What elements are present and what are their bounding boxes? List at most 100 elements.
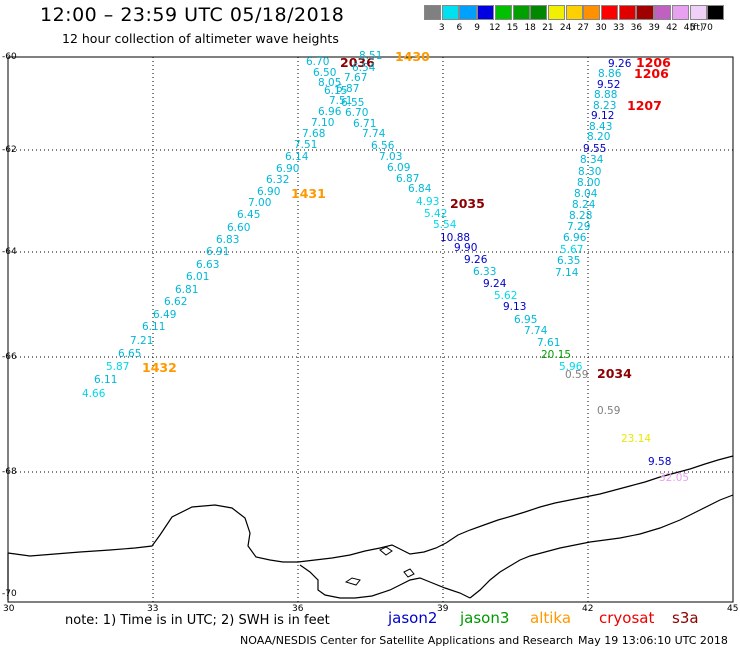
wave-height-value: 9.26 bbox=[464, 254, 488, 266]
wave-height-value: 9.12 bbox=[591, 110, 615, 122]
satellite-jason3: jason3 bbox=[460, 609, 510, 627]
lon-label: 39 bbox=[437, 604, 449, 614]
wave-height-value: 6.15 bbox=[324, 85, 348, 97]
wave-height-value: 7.14 bbox=[555, 267, 579, 279]
wave-height-value: 7.51 bbox=[294, 139, 318, 151]
legend-swatch bbox=[671, 5, 689, 20]
page-subtitle: 12 hour collection of altimeter wave hei… bbox=[62, 31, 339, 46]
legend-swatch bbox=[441, 5, 459, 20]
wave-height-value: 6.95 bbox=[514, 314, 538, 326]
legend-number: 39 bbox=[648, 23, 660, 33]
wave-height-value: 5.67 bbox=[560, 244, 584, 256]
pass-time-label: 2034 bbox=[597, 366, 632, 381]
wave-height-value: 6.91 bbox=[206, 246, 230, 258]
wave-height-value: 6.35 bbox=[557, 255, 581, 267]
lon-label: 30 bbox=[3, 604, 15, 614]
island-3 bbox=[403, 568, 415, 578]
wave-height-value: 6.96 bbox=[563, 232, 587, 244]
wave-height-value: 8.43 bbox=[589, 121, 613, 133]
coastline-east bbox=[469, 494, 734, 599]
lat-label: -68 bbox=[2, 467, 17, 477]
wave-height-value: 9.55 bbox=[583, 143, 607, 155]
wave-height-value: 6.96 bbox=[318, 106, 342, 118]
wave-height-value: 6.63 bbox=[196, 259, 220, 271]
wave-height-value: 20.15 bbox=[541, 349, 572, 361]
wave-height-value: 6.50 bbox=[313, 67, 337, 79]
wave-height-value: 6.62 bbox=[164, 296, 188, 308]
legend-swatch bbox=[424, 5, 442, 20]
wave-height-value: 6.32 bbox=[266, 174, 290, 186]
pass-time-label: 2035 bbox=[450, 196, 485, 211]
satellite-jason2: jason2 bbox=[388, 609, 438, 627]
map-frame bbox=[7, 56, 734, 603]
satellite-s3a: s3a bbox=[672, 609, 699, 627]
wave-height-value: 8.34 bbox=[580, 154, 604, 166]
legend-swatch bbox=[618, 5, 636, 20]
wave-height-value: 8.00 bbox=[577, 177, 601, 189]
wave-height-value: 5.54 bbox=[433, 219, 457, 231]
wave-height-value: 5.42 bbox=[424, 208, 448, 220]
pass-time-label: 1431 bbox=[291, 186, 326, 201]
wave-height-value: 6.81 bbox=[175, 284, 199, 296]
legend-number: 3 bbox=[438, 23, 445, 33]
coastline-bay bbox=[7, 553, 471, 600]
wave-height-value: 6.33 bbox=[473, 266, 497, 278]
wave-height-value: 8.30 bbox=[578, 166, 602, 178]
wave-height-value: 8.20 bbox=[587, 131, 611, 143]
wave-height-value: 5.62 bbox=[494, 290, 518, 302]
wave-height-value: 8.04 bbox=[574, 188, 598, 200]
legend-swatch bbox=[530, 5, 548, 20]
lat-label: -70 bbox=[2, 589, 17, 599]
wave-height-value: 9.52 bbox=[597, 79, 621, 91]
wave-height-value: 32.05 bbox=[659, 472, 690, 484]
wave-height-value: 6.71 bbox=[353, 118, 377, 130]
legend-swatch bbox=[689, 5, 707, 20]
wave-height-value: 7.10 bbox=[311, 117, 335, 129]
wave-height-value: 0.59 bbox=[565, 369, 589, 381]
legend-number: 15 bbox=[506, 23, 519, 33]
graticule bbox=[8, 57, 733, 602]
legend-swatch bbox=[459, 5, 477, 20]
legend-number: 21 bbox=[542, 23, 554, 33]
wave-height-value: 7.68 bbox=[302, 128, 326, 140]
lat-label: -62 bbox=[2, 145, 17, 155]
legend-number: 45 bbox=[683, 23, 696, 33]
wave-height-value: 6.87 bbox=[336, 83, 360, 95]
wave-height-value: 23.14 bbox=[621, 433, 652, 445]
wave-height-value: 7.03 bbox=[379, 151, 403, 163]
pass-time-label: 2036 bbox=[340, 55, 375, 70]
pass-time-label: 1430 bbox=[395, 49, 430, 64]
wave-height-value: 9.24 bbox=[483, 278, 507, 290]
wave-height-value: 7.21 bbox=[130, 335, 154, 347]
legend-swatch bbox=[636, 5, 654, 20]
wave-height-value: 6.65 bbox=[118, 348, 142, 360]
legend-number: 24 bbox=[559, 23, 572, 33]
legend-swatch bbox=[601, 5, 619, 20]
wave-height-value: 6.11 bbox=[94, 374, 118, 386]
wave-height-value: 7.51 bbox=[329, 95, 353, 107]
wave-height-value: 8.05 bbox=[318, 77, 342, 89]
legend-swatch bbox=[494, 5, 512, 20]
wave-height-value: 6.09 bbox=[387, 162, 411, 174]
legend-number: 18 bbox=[524, 23, 536, 33]
lat-label: -66 bbox=[2, 352, 17, 362]
wave-height-value: 6.14 bbox=[285, 151, 309, 163]
lat-label: -64 bbox=[2, 247, 17, 257]
legend-number: (ft) bbox=[689, 23, 704, 33]
wave-height-value: 8.24 bbox=[572, 199, 596, 211]
wave-height-value: 6.49 bbox=[153, 309, 177, 321]
lon-label: 36 bbox=[292, 604, 304, 614]
pass-time-label: 1206 bbox=[634, 66, 669, 81]
wave-height-value: 6.11 bbox=[142, 321, 166, 333]
island-1 bbox=[344, 577, 361, 586]
page-title: 12:00 – 23:59 UTC 05/18/2018 bbox=[40, 4, 345, 26]
wave-height-value: 6.90 bbox=[276, 163, 300, 175]
lon-label: 42 bbox=[582, 604, 594, 614]
pass-time-label: 1207 bbox=[627, 98, 662, 113]
legend-swatch bbox=[565, 5, 583, 20]
wave-height-value: 7.67 bbox=[344, 72, 368, 84]
wave-height-value: 5.96 bbox=[559, 361, 583, 373]
wave-height-value: 7.74 bbox=[524, 325, 548, 337]
wave-height-value: 7.61 bbox=[537, 337, 561, 349]
wave-height-value: 6.56 bbox=[371, 140, 395, 152]
